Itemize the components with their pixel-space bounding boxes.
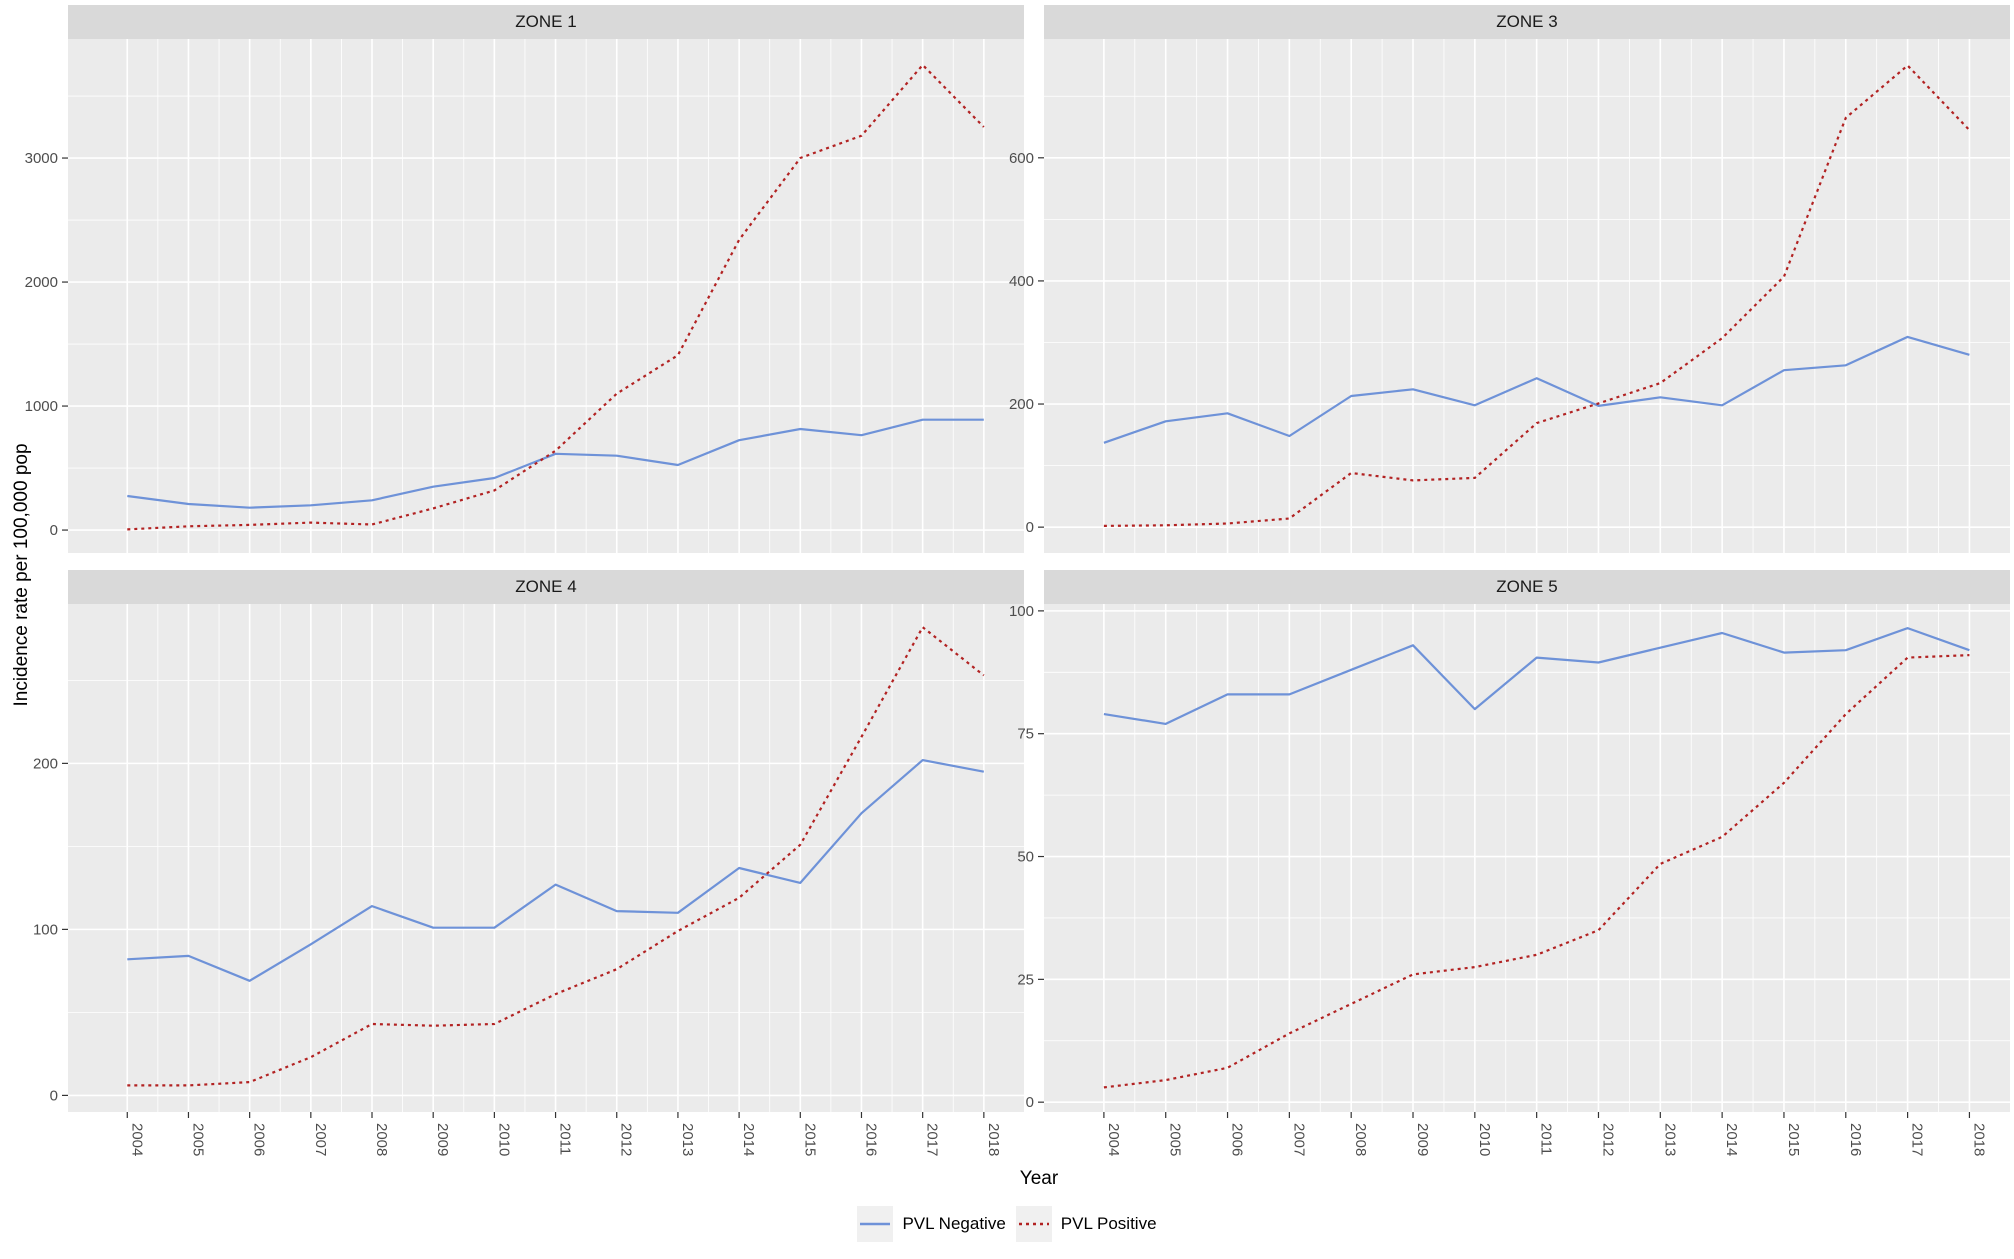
x-tick-label-year: 2018 xyxy=(985,1123,1002,1156)
zone-3-pvl-negative-line xyxy=(1103,335,1970,444)
y-tick-label-zone-5: 25 xyxy=(1017,971,1034,988)
x-tick-label-year: 2004 xyxy=(128,1123,145,1156)
x-tick-label-year: 2008 xyxy=(373,1123,390,1156)
x-tick-label-year: 2009 xyxy=(434,1123,451,1156)
y-tick-label-zone-1: 1000 xyxy=(25,398,58,415)
x-tick-label-year: 2014 xyxy=(1723,1123,1740,1156)
panel-title-zone-5: ZONE 5 xyxy=(1496,577,1558,596)
legend-key-dotted-line-icon xyxy=(1015,1206,1052,1242)
panel-strip-zone-3: ZONE 3 xyxy=(1044,5,2010,39)
x-tick-label-year: 2013 xyxy=(1661,1123,1678,1156)
panel-strip-zone-5: ZONE 5 xyxy=(1044,570,2010,604)
x-tick-label-year: 2011 xyxy=(557,1123,574,1155)
y-tick-label-zone-5: 75 xyxy=(1017,726,1034,743)
zone-4-pvl-positive-line xyxy=(127,626,985,1087)
x-tick-label-year: 2017 xyxy=(1909,1123,1926,1156)
x-tick-label-year: 2016 xyxy=(862,1123,879,1156)
panel-background-zone-5 xyxy=(1044,604,2010,1112)
panel-background-zone-1 xyxy=(68,39,1024,553)
zone-1-pvl-positive-line xyxy=(127,63,985,531)
x-tick-label-year: 2005 xyxy=(189,1123,206,1156)
x-tick-label-year: 2015 xyxy=(801,1123,818,1156)
x-tick-label-year: 2018 xyxy=(1970,1123,1987,1156)
x-tick-label-year: 2007 xyxy=(312,1123,329,1156)
y-tick-label-zone-1: 2000 xyxy=(25,274,58,291)
y-tick-label-zone-3: 600 xyxy=(1009,150,1034,167)
legend-item-pvl-negative: PVL Negative xyxy=(857,1206,1006,1242)
x-tick-label-year: 2012 xyxy=(1599,1123,1616,1156)
y-tick-label-zone-4: 100 xyxy=(33,921,58,938)
y-tick-label-zone-5: 100 xyxy=(1009,603,1034,620)
panel-background-zone-3 xyxy=(1044,39,2010,553)
panel-title-zone-3: ZONE 3 xyxy=(1496,12,1558,31)
y-tick-label-zone-3: 200 xyxy=(1009,396,1034,413)
x-tick-label-year: 2006 xyxy=(251,1123,268,1156)
y-tick-label-zone-4: 0 xyxy=(50,1087,58,1104)
x-tick-label-year: 2010 xyxy=(1476,1123,1493,1156)
x-tick-label-year: 2008 xyxy=(1352,1123,1369,1156)
y-tick-label-zone-1: 3000 xyxy=(25,150,58,167)
y-tick-label-zone-3: 0 xyxy=(1026,519,1034,536)
x-tick-label-year: 2013 xyxy=(679,1123,696,1156)
x-tick-label-year: 2004 xyxy=(1105,1123,1122,1156)
legend-key-solid-line-icon xyxy=(857,1206,894,1242)
zone-5-pvl-negative-line xyxy=(1103,627,1970,725)
panel-strip-zone-4: ZONE 4 xyxy=(68,570,1024,604)
x-tick-label-year: 2016 xyxy=(1847,1123,1864,1156)
y-tick-label-zone-1: 0 xyxy=(50,522,58,539)
zone-3-pvl-positive-line xyxy=(1103,64,1971,527)
x-tick-label-year: 2017 xyxy=(924,1123,941,1156)
legend-item-pvl-positive: PVL Positive xyxy=(1015,1206,1157,1242)
x-tick-label-year: 2011 xyxy=(1538,1123,1555,1155)
y-tick-label-zone-3: 400 xyxy=(1009,273,1034,290)
x-axis-title: Year xyxy=(1019,1168,1059,1189)
legend: PVL Negative PVL Positive xyxy=(0,1206,2014,1242)
x-tick-label-year: 2007 xyxy=(1290,1123,1307,1156)
zone-4-pvl-negative-line xyxy=(127,759,985,982)
zone-1-pvl-negative-line xyxy=(127,418,984,509)
legend-label-pvl-negative: PVL Negative xyxy=(902,1214,1006,1233)
y-tick-label-zone-5: 50 xyxy=(1017,849,1034,866)
y-tick-label-zone-5: 0 xyxy=(1026,1094,1034,1111)
x-tick-label-year: 2009 xyxy=(1414,1123,1431,1156)
panel-background-zone-4 xyxy=(68,604,1024,1112)
zone-5-pvl-positive-line xyxy=(1103,654,1970,1089)
panel-strip-zone-1: ZONE 1 xyxy=(68,5,1024,39)
x-tick-label-year: 2006 xyxy=(1229,1123,1246,1156)
panel-title-zone-1: ZONE 1 xyxy=(515,12,577,31)
x-tick-label-year: 2005 xyxy=(1167,1123,1184,1156)
legend-label-pvl-positive: PVL Positive xyxy=(1060,1214,1157,1233)
y-tick-label-zone-4: 200 xyxy=(33,755,58,772)
x-tick-label-year: 2015 xyxy=(1785,1123,1802,1156)
x-tick-label-year: 2014 xyxy=(740,1123,757,1156)
y-axis-title: Incidence rate per 100,000 pop xyxy=(11,443,32,707)
x-tick-label-year: 2012 xyxy=(618,1123,635,1156)
panel-title-zone-4: ZONE 4 xyxy=(515,577,577,596)
x-tick-label-year: 2010 xyxy=(495,1123,512,1156)
